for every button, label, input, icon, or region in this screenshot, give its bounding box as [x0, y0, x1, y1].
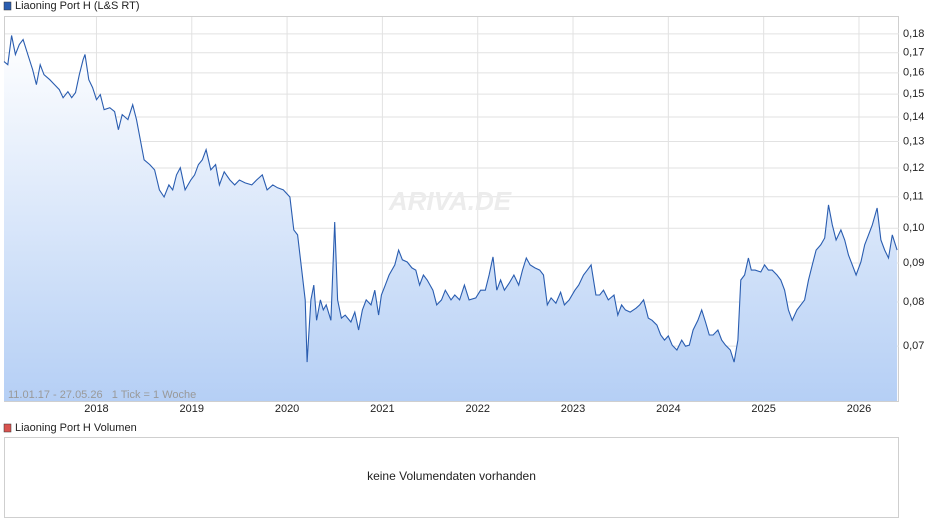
y-tick-label: 0,10: [903, 222, 924, 234]
x-tick-label: 2023: [561, 403, 585, 415]
x-tick-label: 2022: [465, 403, 489, 415]
y-tick-label: 0,17: [903, 47, 924, 59]
y-tick-label: 0,18: [903, 28, 924, 40]
y-tick-label: 0,07: [903, 340, 924, 352]
legend-swatch: [3, 423, 12, 433]
x-tick-label: 2024: [656, 403, 680, 415]
x-tick-label: 2020: [275, 403, 299, 415]
y-tick-label: 0,16: [903, 67, 924, 79]
range-note: 11.01.17 - 27.05.26 1 Tick = 1 Woche: [8, 389, 196, 401]
y-tick-label: 0,08: [903, 296, 924, 308]
x-tick-label: 2021: [370, 403, 394, 415]
x-tick-label: 2019: [180, 403, 204, 415]
volume-frame: [4, 437, 899, 518]
no-data-message: keine Volumendaten vorhanden: [367, 469, 536, 483]
legend-label: Liaoning Port H (L&S RT): [15, 0, 140, 12]
y-tick-label: 0,11: [903, 191, 924, 203]
y-tick-label: 0,13: [903, 135, 924, 147]
price-area: [4, 35, 898, 401]
x-tick-label: 2025: [751, 403, 775, 415]
legend-label: Liaoning Port H Volumen: [15, 422, 137, 434]
x-tick-label: 2026: [847, 403, 871, 415]
legend-swatch: [3, 1, 12, 11]
y-tick-label: 0,14: [903, 111, 924, 123]
y-tick-label: 0,15: [903, 88, 924, 100]
y-tick-label: 0,12: [903, 162, 924, 174]
y-tick-label: 0,09: [903, 257, 924, 269]
watermark: ARIVA.DE: [388, 186, 512, 216]
price-line: [3, 35, 898, 363]
x-tick-label: 2018: [84, 403, 108, 415]
